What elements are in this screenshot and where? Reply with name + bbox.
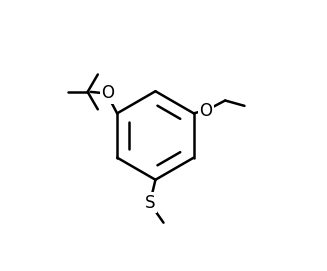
Text: O: O <box>199 102 212 120</box>
Text: S: S <box>145 193 155 212</box>
Text: O: O <box>101 84 114 102</box>
